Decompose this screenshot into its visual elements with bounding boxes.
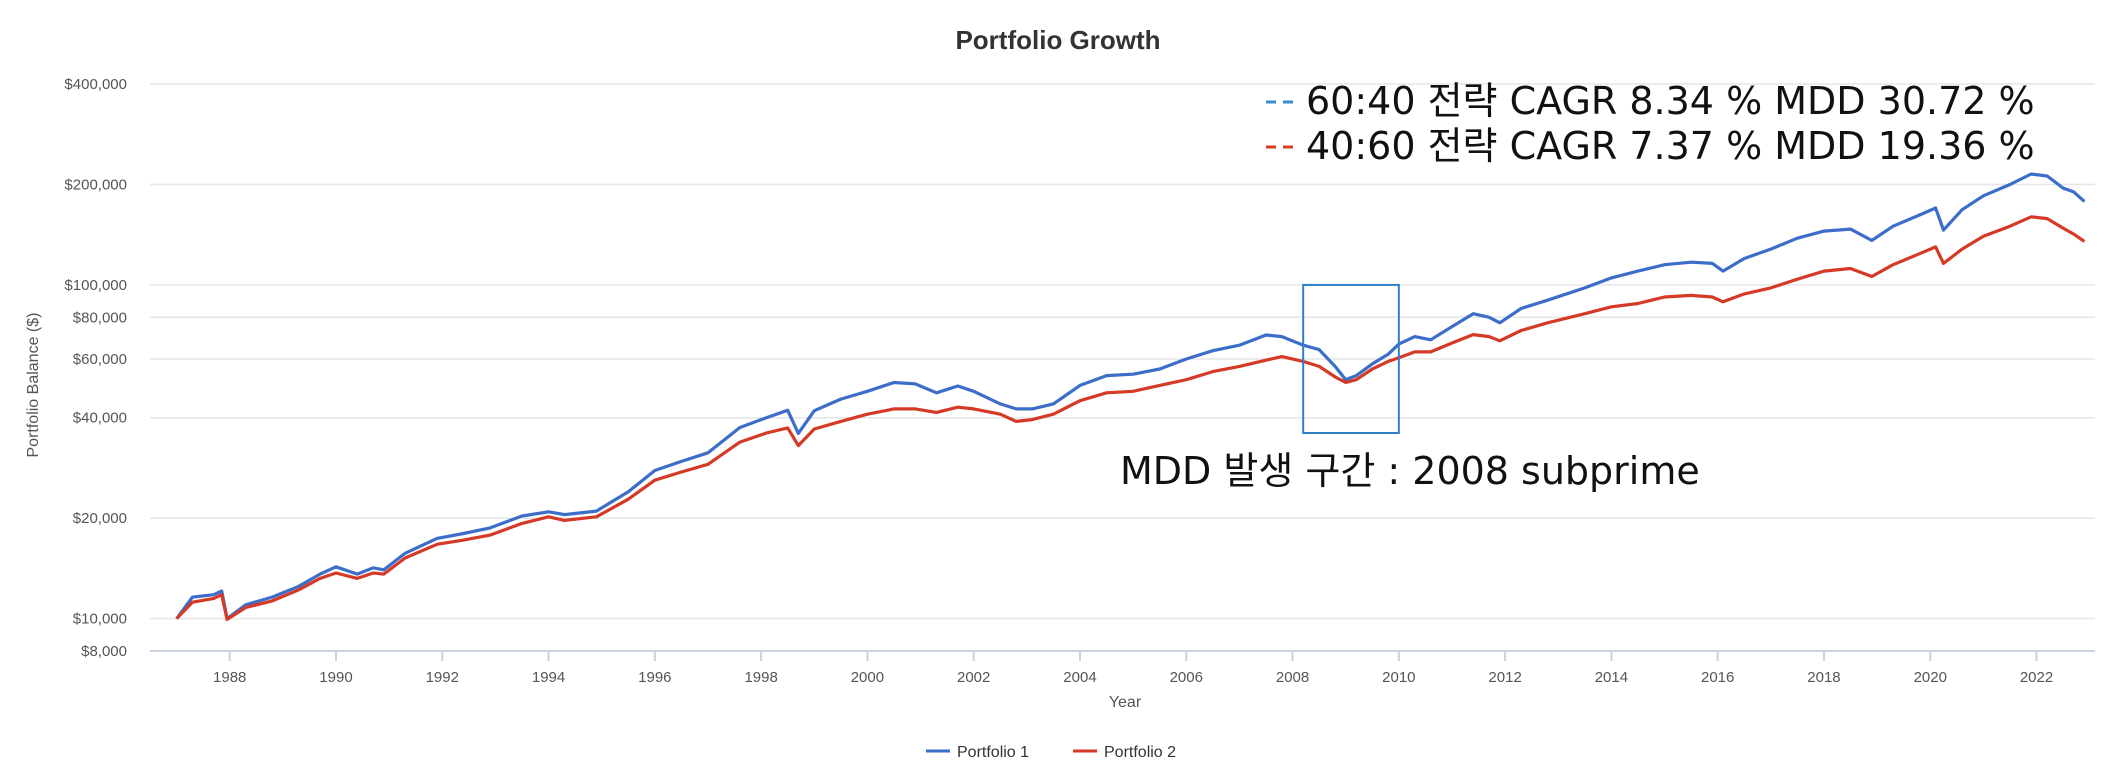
chart-title: Portfolio Growth [955, 25, 1160, 55]
x-axis: 1988 1990 1992 1994 1996 1998 2000 2002 2004 2006… [150, 650, 2095, 686]
x-tick-label: 2010 [1382, 669, 1415, 686]
legend-item-portfolio-2[interactable]: Portfolio 2 [1073, 744, 1176, 761]
legend-item-portfolio-1[interactable]: Portfolio 1 [926, 744, 1029, 761]
grid-lines [150, 83, 2095, 652]
x-tick-label: 2016 [1701, 669, 1734, 686]
x-tick-label: 1998 [744, 669, 777, 686]
x-tick-label: 2000 [851, 669, 884, 686]
x-tick-label: 2012 [1488, 669, 1521, 686]
y-tick-label: $100,000 [64, 277, 127, 294]
legend-label-portfolio-1: Portfolio 1 [957, 744, 1029, 761]
legend: Portfolio 1 Portfolio 2 [926, 744, 1176, 761]
x-axis-label: Year [1109, 694, 1142, 711]
x-tick-label: 2004 [1063, 669, 1096, 686]
y-tick-label: $8,000 [81, 643, 127, 660]
x-tick-label: 2006 [1170, 669, 1203, 686]
mdd-highlight-box [1302, 283, 1400, 435]
y-axis-ticks: $8,000 $10,000 $20,000 $40,000 $60,000 $80,00… [64, 76, 127, 660]
y-tick-label: $20,000 [73, 510, 127, 527]
strategy-60-40-text: 60:40 전략 CAGR 8.34 % MDD 30.72 % [1306, 79, 2035, 123]
strategy-40-60-text: 40:60 전략 CAGR 7.37 % MDD 19.36 % [1306, 124, 2035, 168]
x-tick-label: 1994 [532, 669, 565, 686]
series-lines [175, 172, 2086, 622]
x-tick-label: 1996 [638, 669, 671, 686]
y-tick-label: $80,000 [73, 309, 127, 326]
strategy-annotation-2: 40:60 전략 CAGR 7.37 % MDD 19.36 % [1266, 124, 2035, 168]
x-tick-label: 2008 [1276, 669, 1309, 686]
strategy-annotation-1: 60:40 전략 CAGR 8.34 % MDD 30.72 % [1266, 79, 2035, 123]
x-tick-label: 2022 [2020, 669, 2053, 686]
legend-label-portfolio-2: Portfolio 2 [1104, 744, 1176, 761]
x-tick-label: 2002 [957, 669, 990, 686]
y-axis-label: Portfolio Balance ($) [25, 313, 42, 458]
series-line-portfolio-2 [175, 215, 2086, 622]
x-tick-label: 1992 [426, 669, 459, 686]
y-tick-label: $10,000 [73, 611, 127, 628]
y-tick-label: $40,000 [73, 410, 127, 427]
x-tick-label: 2018 [1807, 669, 1840, 686]
y-tick-label: $200,000 [64, 176, 127, 193]
mdd-annotation: MDD 발생 구간 : 2008 subprime [1120, 449, 1700, 493]
x-tick-label: 1988 [213, 669, 246, 686]
y-tick-label: $60,000 [73, 351, 127, 368]
series-line-portfolio-1 [175, 172, 2086, 621]
x-tick-label: 2020 [1914, 669, 1947, 686]
x-tick-label: 2014 [1595, 669, 1628, 686]
y-tick-label: $400,000 [64, 76, 127, 93]
x-tick-label: 1990 [319, 669, 352, 686]
